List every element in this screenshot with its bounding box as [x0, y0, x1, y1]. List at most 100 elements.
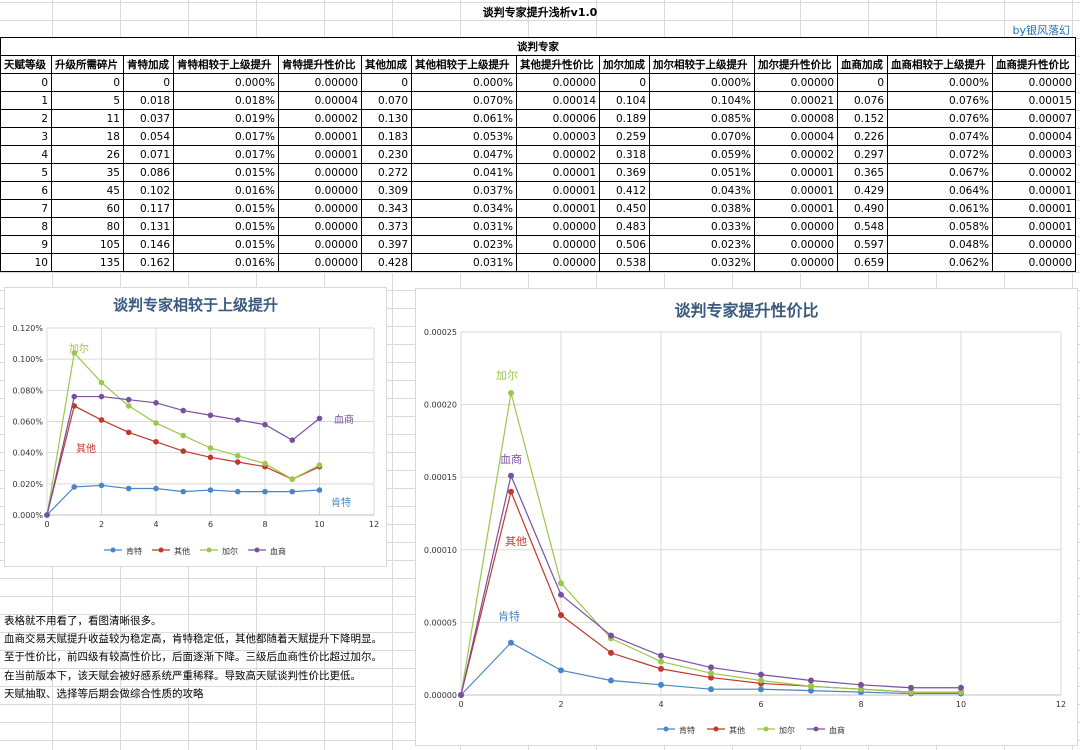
chart-improvement[interactable]: 谈判专家相较于上级提升 0.000% 0.020% 0.040% 0.060% 0.08… — [4, 287, 387, 567]
column-header[interactable]: 升级所需碎片 — [51, 55, 124, 74]
table-cell[interactable]: 0.00001 — [992, 217, 1076, 236]
legend-label[interactable]: 其他 — [174, 546, 190, 556]
column-header[interactable]: 血商相较于上级提升 — [887, 55, 993, 74]
table-cell[interactable]: 0.031% — [411, 217, 517, 236]
data-point[interactable] — [262, 488, 268, 495]
table-cell[interactable]: 26 — [51, 145, 124, 164]
table-cell[interactable]: 0.00000 — [278, 253, 362, 272]
legend-label[interactable]: 血商 — [270, 546, 286, 556]
data-point[interactable] — [207, 412, 214, 419]
table-cell[interactable]: 0.369 — [599, 163, 650, 182]
column-header[interactable]: 其他提升性价比 — [516, 55, 600, 74]
data-point[interactable] — [958, 689, 964, 696]
table-cell[interactable]: 0.00000 — [992, 235, 1076, 254]
table-cell[interactable]: 0.412 — [599, 181, 650, 200]
data-point[interactable] — [289, 476, 296, 482]
data-point[interactable] — [558, 667, 564, 674]
data-point[interactable] — [908, 689, 914, 696]
data-point[interactable] — [180, 488, 187, 495]
data-point[interactable] — [234, 417, 241, 423]
table-cell[interactable]: 0.506 — [599, 235, 650, 254]
data-point[interactable] — [608, 649, 614, 656]
data-point[interactable] — [758, 677, 764, 684]
data-point[interactable] — [608, 632, 614, 639]
table-cell[interactable]: 0.061% — [411, 109, 517, 128]
table-cell[interactable]: 0 — [599, 73, 650, 92]
table-cell[interactable]: 0.152 — [837, 109, 888, 128]
column-header[interactable]: 加尔提升性价比 — [754, 55, 838, 74]
table-cell[interactable]: 0.429 — [837, 181, 888, 200]
data-point[interactable] — [125, 485, 132, 492]
table-cell[interactable]: 0.00001 — [516, 199, 600, 218]
table-cell[interactable]: 0.272 — [361, 163, 412, 182]
table-cell[interactable]: 0.00002 — [516, 145, 600, 164]
data-point[interactable] — [98, 393, 105, 400]
data-point[interactable] — [508, 472, 514, 479]
table-cell[interactable]: 0.017% — [173, 145, 279, 164]
table-cell[interactable]: 0.043% — [649, 181, 755, 200]
table-cell[interactable]: 7 — [0, 199, 52, 218]
table-cell[interactable]: 0.343 — [361, 199, 412, 218]
table-cell[interactable]: 0.104 — [599, 91, 650, 110]
data-point[interactable] — [125, 403, 132, 409]
table-cell[interactable]: 0.019% — [173, 109, 279, 128]
data-point[interactable] — [316, 415, 323, 422]
data-point[interactable] — [71, 484, 78, 490]
data-point[interactable] — [44, 512, 50, 518]
table-cell[interactable]: 4 — [0, 145, 52, 164]
data-point[interactable] — [98, 417, 105, 423]
data-point[interactable] — [153, 420, 159, 426]
column-header[interactable]: 其他相较于上级提升 — [411, 55, 517, 74]
data-point[interactable] — [289, 488, 296, 495]
table-cell[interactable]: 0.259 — [599, 127, 650, 146]
table-cell[interactable]: 0.00001 — [516, 181, 600, 200]
table-cell[interactable]: 0.054 — [123, 127, 174, 146]
table-cell[interactable]: 5 — [51, 91, 124, 110]
table-cell[interactable]: 0.086 — [123, 163, 174, 182]
table-cell[interactable]: 0.00002 — [754, 145, 838, 164]
table-cell[interactable]: 0.428 — [361, 253, 412, 272]
table-cell[interactable]: 0.00000 — [516, 253, 600, 272]
table-cell[interactable]: 0.076 — [837, 91, 888, 110]
data-point[interactable] — [262, 421, 268, 428]
table-cell[interactable]: 0.064% — [887, 181, 993, 200]
table-cell[interactable]: 0.034% — [411, 199, 517, 218]
column-header[interactable]: 其他加成 — [361, 55, 412, 74]
data-point[interactable] — [98, 379, 105, 386]
table-cell[interactable]: 0.00004 — [992, 127, 1076, 146]
table-cell[interactable]: 0.067% — [887, 163, 993, 182]
table-cell[interactable]: 0.00000 — [278, 73, 362, 92]
data-point[interactable] — [708, 670, 714, 677]
table-cell[interactable]: 0.059% — [649, 145, 755, 164]
table-cell[interactable]: 0.00001 — [278, 145, 362, 164]
data-point[interactable] — [125, 396, 132, 403]
table-cell[interactable]: 0.548 — [837, 217, 888, 236]
column-header[interactable]: 肯特加成 — [123, 55, 174, 74]
table-cell[interactable]: 0.00006 — [516, 109, 600, 128]
data-point[interactable] — [207, 487, 214, 493]
table-cell[interactable]: 0.070 — [361, 91, 412, 110]
table-cell[interactable]: 105 — [51, 235, 124, 254]
data-point[interactable] — [125, 429, 132, 436]
table-cell[interactable]: 0.018% — [173, 91, 279, 110]
table-cell[interactable]: 0.00007 — [992, 109, 1076, 128]
data-point[interactable] — [508, 488, 514, 495]
table-cell[interactable]: 0.318 — [599, 145, 650, 164]
table-cell[interactable]: 1 — [0, 91, 52, 110]
table-cell[interactable]: 18 — [51, 127, 124, 146]
data-point[interactable] — [71, 350, 78, 356]
table-cell[interactable]: 0.00003 — [992, 145, 1076, 164]
table-cell[interactable]: 0.00000 — [754, 217, 838, 236]
table-cell[interactable]: 60 — [51, 199, 124, 218]
table-cell[interactable]: 0.00004 — [278, 91, 362, 110]
data-point[interactable] — [262, 460, 268, 467]
table-cell[interactable]: 0.659 — [837, 253, 888, 272]
table-cell[interactable]: 0.102 — [123, 181, 174, 200]
table-cell[interactable]: 0.00001 — [992, 199, 1076, 218]
table-cell[interactable]: 0.015% — [173, 235, 279, 254]
table-cell[interactable]: 0.00000 — [516, 217, 600, 236]
table-cell[interactable]: 0.018 — [123, 91, 174, 110]
data-point[interactable] — [234, 459, 241, 465]
table-cell[interactable]: 0.070% — [411, 91, 517, 110]
data-point[interactable] — [180, 407, 187, 414]
